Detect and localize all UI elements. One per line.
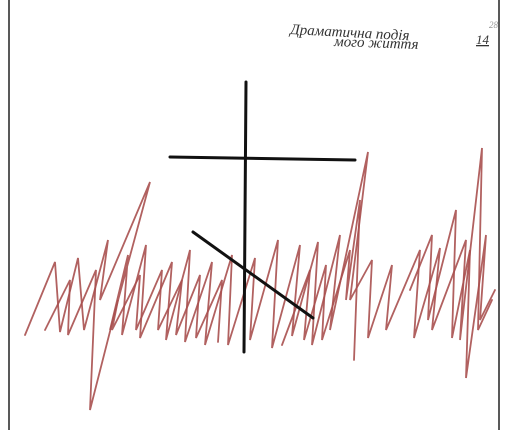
zigzag-line	[281, 199, 361, 361]
page-number: 28	[489, 20, 499, 30]
zigzag-line	[44, 269, 223, 411]
cross-vertical	[242, 80, 248, 354]
caption-number: 14	[476, 32, 490, 47]
cross-diagonal	[191, 230, 315, 320]
zigzag-scribble	[24, 147, 496, 411]
zigzag-line	[409, 209, 496, 379]
cross	[168, 80, 357, 354]
zigzag-line	[24, 147, 493, 349]
cross-horizontal	[168, 155, 357, 162]
caption-line2: мого життя	[333, 34, 419, 53]
caption-line1: Драматична подія	[288, 22, 410, 44]
